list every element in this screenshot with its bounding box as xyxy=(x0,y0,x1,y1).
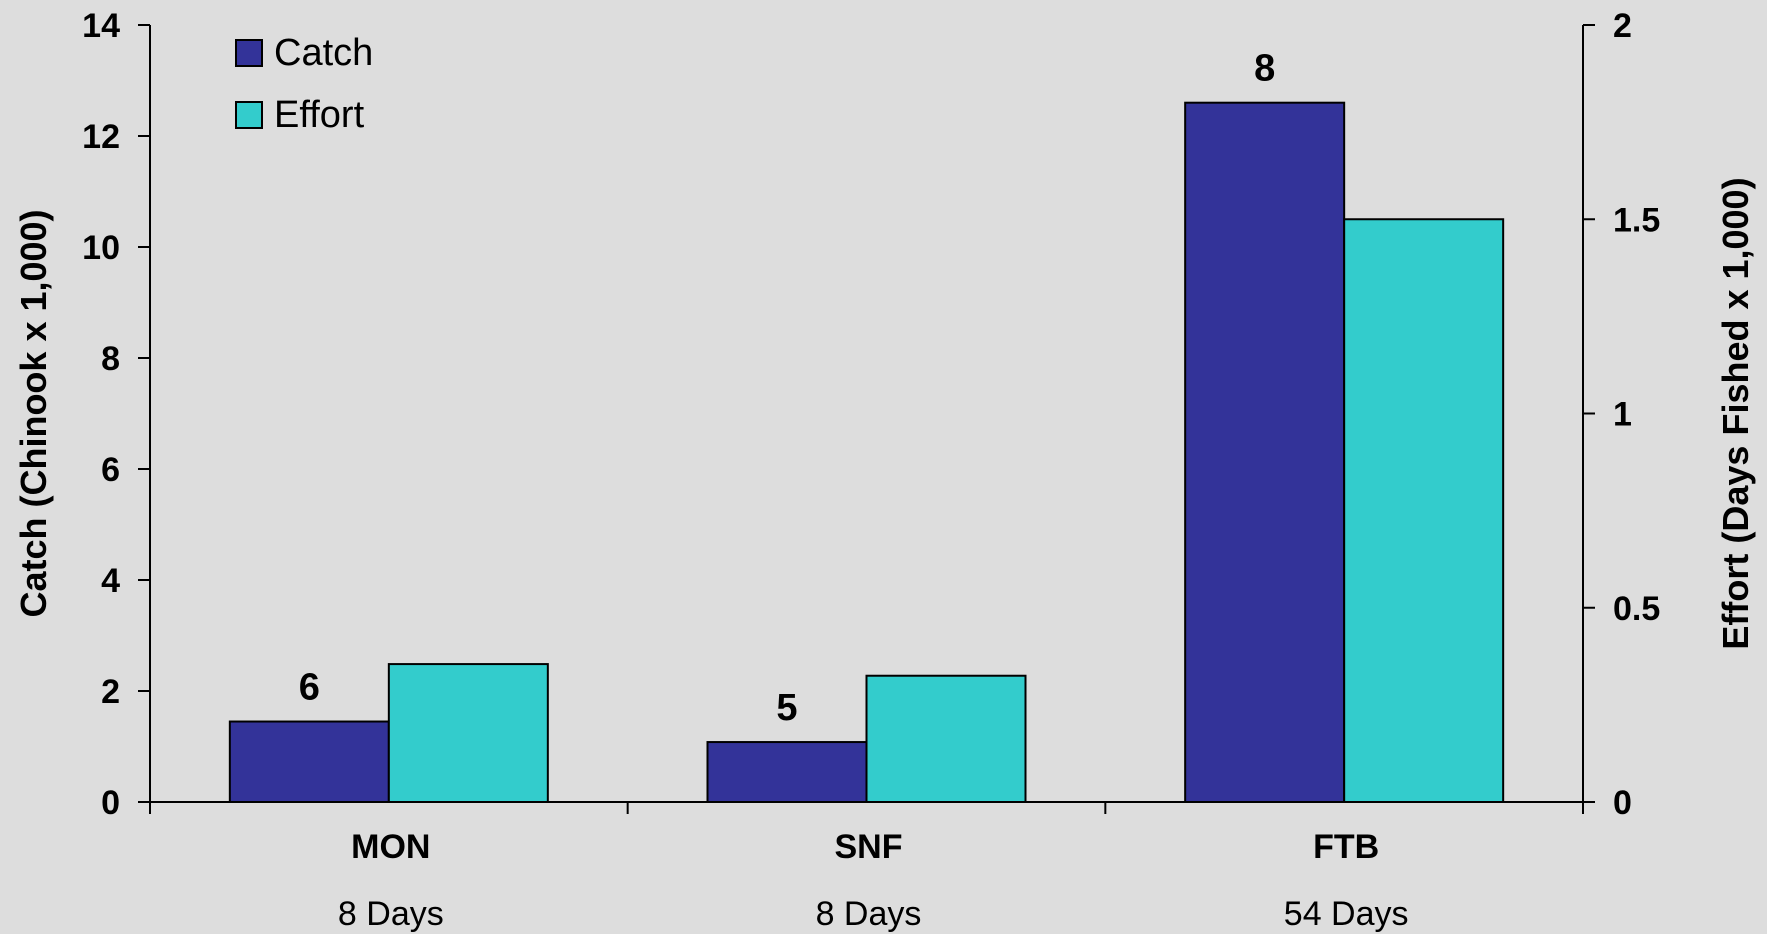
data-label-ftb: 8 xyxy=(1254,48,1275,90)
bar-catch-ftb xyxy=(1184,101,1346,803)
y-right-tick-label: 1.5 xyxy=(1613,201,1660,239)
y-left-tick-label: 6 xyxy=(101,451,120,489)
y-right-tick-label: 2 xyxy=(1613,7,1632,45)
x-sublabel-snf: 8 Days xyxy=(816,895,922,933)
legend: Catch Effort xyxy=(235,32,373,136)
bar-effort-snf xyxy=(865,674,1027,803)
y-axis-title-right: Effort (Days Fished x 1,000) xyxy=(1715,177,1756,649)
legend-label-catch: Catch xyxy=(274,32,373,74)
bar-effort-mon xyxy=(387,663,549,804)
bars-layer xyxy=(228,101,1505,804)
y-left-tick-label: 8 xyxy=(101,340,120,378)
y-left-tick-label: 14 xyxy=(82,7,120,45)
data-label-snf: 5 xyxy=(776,687,797,729)
legend-label-effort: Effort xyxy=(274,94,365,136)
y-right-tick-label: 0 xyxy=(1613,784,1632,822)
x-sublabel-mon: 8 Days xyxy=(338,895,444,933)
legend-swatch-catch xyxy=(235,39,263,67)
y-left-tick-label: 2 xyxy=(101,673,120,711)
x-sublabel-ftb: 54 Days xyxy=(1284,895,1409,933)
y-left-tick-label: 4 xyxy=(101,562,120,600)
y-axis-title-left: Catch (Chinook x 1,000) xyxy=(13,209,54,617)
bar-effort-ftb xyxy=(1343,218,1505,803)
x-tick-label-mon: MON xyxy=(351,828,430,866)
bar-catch-snf xyxy=(706,741,868,803)
y-left-tick-label: 12 xyxy=(82,118,120,156)
x-tick-label-snf: SNF xyxy=(835,828,903,866)
y-left-tick-label: 0 xyxy=(101,784,120,822)
y-left-tick-label: 10 xyxy=(82,229,120,267)
y-right-tick-label: 0.5 xyxy=(1613,590,1660,628)
x-tick-label-ftb: FTB xyxy=(1313,828,1379,866)
axes-layer xyxy=(138,24,1595,814)
legend-swatch-effort xyxy=(235,101,263,129)
bar-catch-mon xyxy=(228,720,390,804)
data-label-mon: 6 xyxy=(299,667,320,709)
y-right-tick-label: 1 xyxy=(1613,396,1632,434)
